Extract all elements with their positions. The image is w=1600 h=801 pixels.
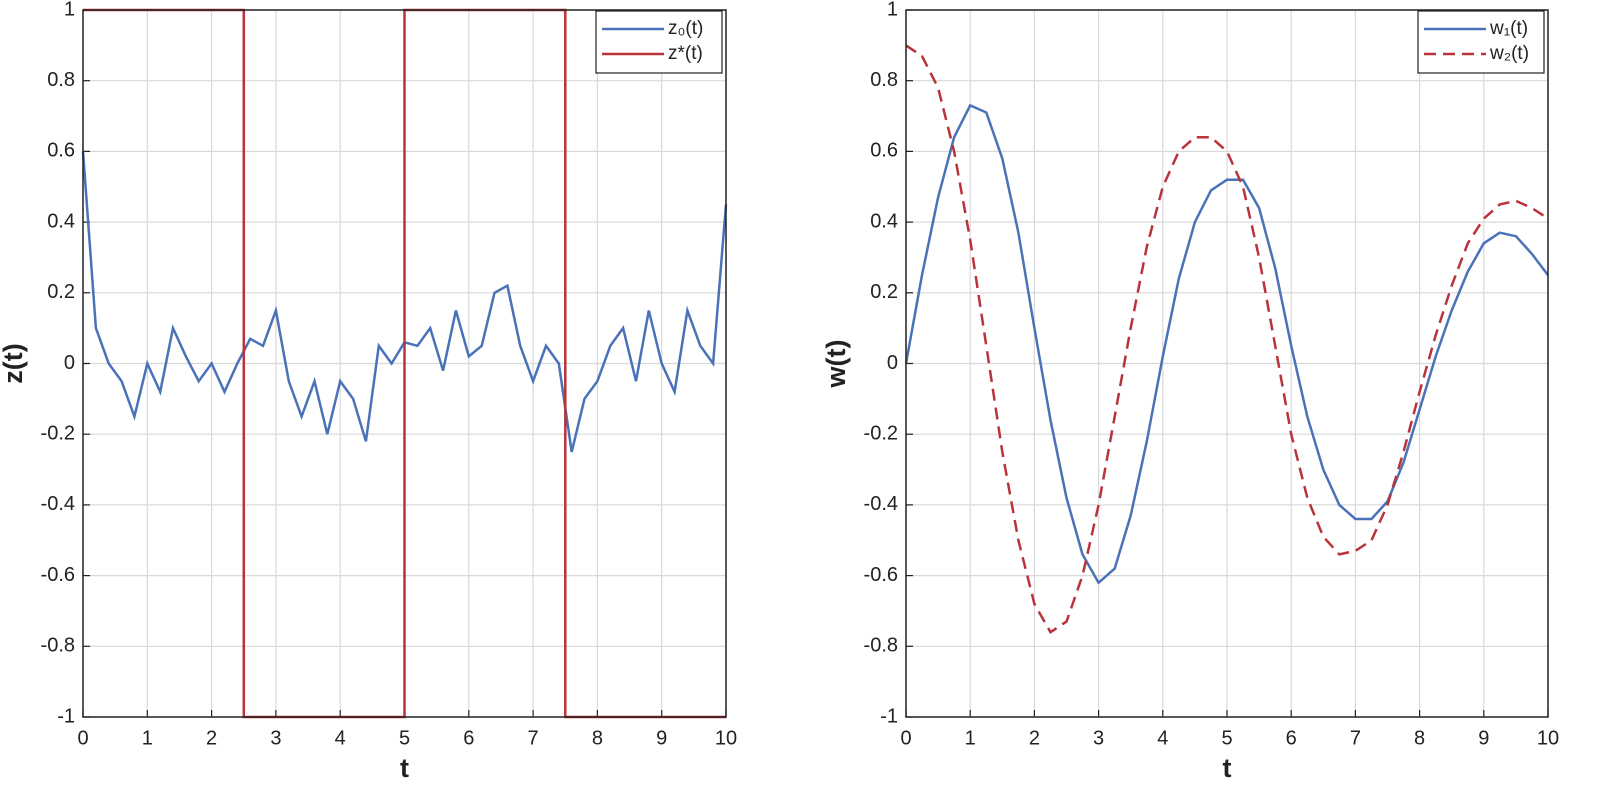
y-tick-label: 0.2 (870, 281, 898, 303)
series-line (905, 44, 1549, 634)
y-tick-label: 0.6 (47, 140, 75, 162)
x-tick-label: 9 (656, 727, 667, 749)
y-tick-label: 1 (64, 0, 75, 20)
x-axis-label: t (1223, 753, 1232, 783)
y-tick-label: -1 (57, 705, 75, 727)
x-tick-label: 3 (1093, 727, 1104, 749)
y-tick-label: 0.6 (870, 140, 898, 162)
y-tick-label: 1 (887, 0, 898, 20)
axes-frame (905, 9, 1549, 718)
y-axis-label: w(t) (821, 340, 851, 389)
x-tick-label: 2 (1029, 727, 1040, 749)
x-tick-label: 7 (528, 727, 539, 749)
x-tick-label: 4 (335, 727, 346, 749)
y-tick-label: -0.6 (41, 564, 75, 586)
x-tick-label: 5 (1221, 727, 1232, 749)
legend-label: z*(t) (668, 43, 703, 64)
y-axis-label: z(t) (0, 343, 28, 383)
x-tick-label: 4 (1157, 727, 1168, 749)
x-tick-label: 1 (142, 727, 153, 749)
x-tick-label: 10 (1537, 727, 1559, 749)
y-tick-label: 0.4 (870, 210, 898, 232)
x-tick-label: 2 (206, 727, 217, 749)
y-tick-label: -0.2 (864, 422, 898, 444)
x-tick-label: 9 (1478, 727, 1489, 749)
y-tick-label: -0.8 (41, 635, 75, 657)
x-tick-label: 7 (1350, 727, 1361, 749)
x-tick-label: 1 (965, 727, 976, 749)
y-tick-label: -0.8 (864, 635, 898, 657)
legend-label: z₀(t) (668, 18, 703, 39)
y-tick-label: 0.4 (47, 210, 75, 232)
legend-label: w₁(t) (1489, 18, 1528, 39)
y-tick-label: 0.8 (47, 69, 75, 91)
x-tick-label: 8 (592, 727, 603, 749)
y-tick-label: -0.6 (864, 564, 898, 586)
y-tick-label: 0 (64, 352, 75, 374)
x-tick-label: 8 (1414, 727, 1425, 749)
y-tick-label: -0.4 (41, 493, 75, 515)
x-tick-label: 6 (463, 727, 474, 749)
legend-box (1417, 10, 1545, 74)
y-tick-label: 0.8 (870, 69, 898, 91)
y-tick-label: -1 (880, 705, 898, 727)
legend-box (595, 10, 723, 74)
x-tick-label: 3 (270, 727, 281, 749)
y-tick-label: -0.2 (41, 422, 75, 444)
axes-frame (82, 9, 727, 718)
x-axis-label: t (400, 753, 409, 783)
series-line (904, 103, 1549, 585)
legend-label: w₂(t) (1489, 43, 1529, 64)
y-tick-label: -0.4 (864, 493, 898, 515)
x-tick-label: 0 (77, 727, 88, 749)
x-tick-label: 0 (900, 727, 911, 749)
y-tick-label: 0 (887, 352, 898, 374)
x-tick-label: 6 (1286, 727, 1297, 749)
x-tick-label: 5 (399, 727, 410, 749)
y-tick-label: 0.2 (47, 281, 75, 303)
x-tick-label: 10 (715, 727, 737, 749)
series-line (83, 8, 726, 719)
